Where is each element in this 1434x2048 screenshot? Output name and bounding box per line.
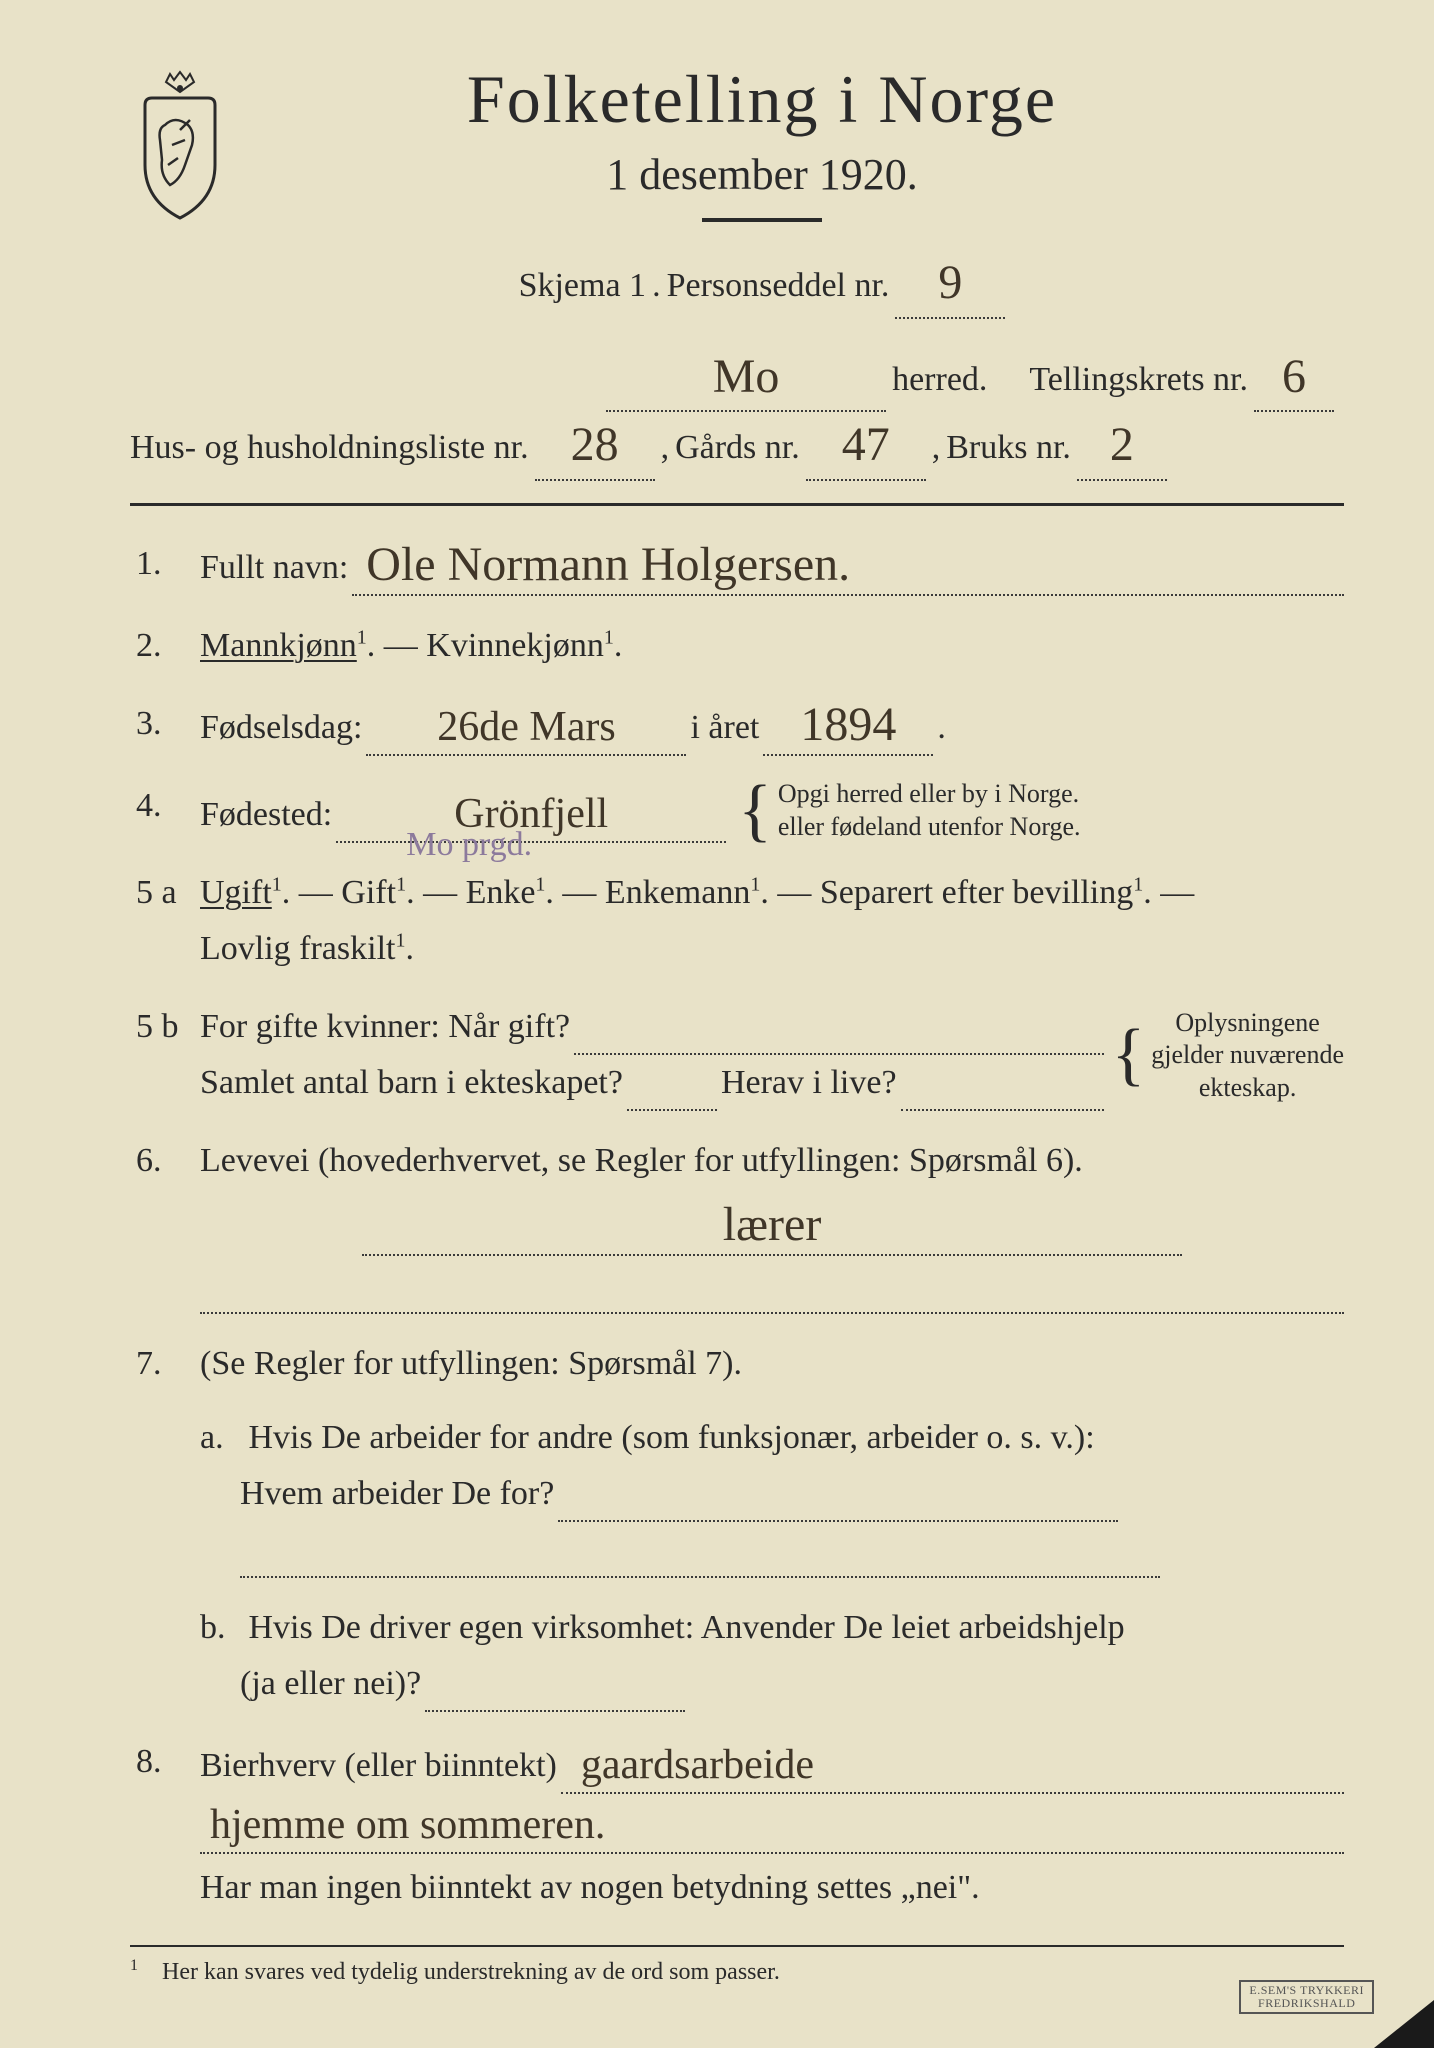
q3-label: Fødselsdag: — [200, 700, 362, 756]
brace-icon: { — [738, 783, 772, 839]
title-divider — [702, 218, 822, 222]
q3-num: 3. — [130, 696, 200, 752]
q5b-note: { Oplysningene gjelder nuværende ekteska… — [1112, 1007, 1344, 1105]
crest-container — [130, 60, 260, 225]
q5b-num: 5 b — [130, 999, 200, 1055]
main-title: Folketelling i Norge — [260, 60, 1264, 139]
header-separator — [130, 503, 1344, 506]
gards-label: Gårds nr. — [675, 416, 800, 481]
q7-num: 7. — [130, 1336, 200, 1392]
q3-row: 3. Fødselsdag: 26de Mars i året 1894. — [130, 696, 1344, 756]
q8-value2: hjemme om sommeren. — [210, 1802, 605, 1848]
printer-stamp: E.SEM'S TRYKKERI FREDRIKSHALD — [1239, 1980, 1374, 2014]
brace-icon: { — [1112, 1027, 1146, 1083]
q5a-enkemann: Enkemann — [605, 874, 750, 911]
schema-line: Skjema 1. Personseddel nr. 9 — [260, 250, 1264, 319]
q5a-separert: Separert efter bevilling — [820, 874, 1133, 911]
bruks-label: Bruks nr. — [946, 416, 1071, 481]
schema-prefix: Skjema 1 — [519, 254, 646, 319]
question-list: 1. Fullt navn: Ole Normann Holgersen. 2.… — [130, 536, 1344, 1917]
q6-row: 6. Levevei (hovederhvervet, se Regler fo… — [130, 1133, 1344, 1313]
q5b-row: 5 b For gifte kvinner: Når gift? Samlet … — [130, 999, 1344, 1111]
q7b-letter: b. — [200, 1600, 240, 1656]
q8-row: 8. Bierhverv (eller biinntekt) gaardsarb… — [130, 1734, 1344, 1916]
q4-annotation: Mo prgd. — [406, 817, 532, 873]
q1-num: 1. — [130, 536, 200, 592]
q8-value1: gaardsarbeide — [581, 1742, 814, 1788]
q2-kvinnekjonn: Kvinnekjønn — [426, 627, 604, 664]
herred-value: Mo — [713, 350, 780, 403]
q8-label: Bierhverv (eller biinntekt) — [200, 1738, 557, 1794]
hus-gards-line: Hus- og husholdningsliste nr. 28 , Gårds… — [130, 412, 1344, 481]
bruks-value: 2 — [1110, 418, 1134, 471]
document-header: Folketelling i Norge 1 desember 1920. Sk… — [130, 60, 1344, 319]
q5a-enke: Enke — [466, 874, 536, 911]
q6-num: 6. — [130, 1133, 200, 1189]
q5b-label1: For gifte kvinner: Når gift? — [200, 999, 570, 1055]
tellingskrets-value: 6 — [1282, 350, 1306, 403]
husliste-label: Hus- og husholdningsliste nr. — [130, 416, 529, 481]
title-block: Folketelling i Norge 1 desember 1920. Sk… — [260, 60, 1344, 319]
q4-note: { Opgi herred eller by i Norge. eller fø… — [738, 778, 1080, 843]
footnote: 1 Her kan svares ved tydelig understrekn… — [130, 1957, 1344, 1986]
q7b-label: Hvis De driver egen virksomhet: Anvender… — [249, 1609, 1125, 1646]
q7-row: 7. (Se Regler for utfyllingen: Spørsmål … — [130, 1336, 1344, 1713]
q7b-label2: (ja eller nei)? — [240, 1656, 421, 1712]
q6-value: lærer — [723, 1198, 822, 1251]
q8-num: 8. — [130, 1734, 200, 1790]
q4-row: 4. Fødested: Grönfjell Mo prgd. { Opgi h… — [130, 778, 1344, 843]
corner-tear-icon — [1374, 2000, 1434, 2048]
q3-year-label: i året — [690, 700, 759, 756]
q5b-label2: Samlet antal barn i ekteskapet? — [200, 1055, 623, 1111]
herred-line: Mo herred. Tellingskrets nr. 6 — [130, 344, 1344, 413]
q5a-num: 5 a — [130, 865, 200, 921]
q5a-ugift: Ugift — [200, 874, 272, 911]
q2-row: 2. Mannkjønn1. — Kvinnekjønn1. — [130, 618, 1344, 674]
tellingskrets-label: Tellingskrets nr. — [1029, 348, 1248, 413]
q7a-label2: Hvem arbeider De for? — [240, 1466, 554, 1522]
q2-num: 2. — [130, 618, 200, 674]
personseddel-nr-value: 9 — [938, 256, 962, 309]
footnote-separator — [130, 1945, 1344, 1947]
q5b-label3: Herav i live? — [721, 1055, 897, 1111]
husliste-value: 28 — [571, 418, 619, 471]
q8-tail: Har man ingen biinntekt av nogen betydni… — [200, 1869, 980, 1906]
q5a-fraskilt: Lovlig fraskilt — [200, 930, 395, 967]
schema-suffix: Personseddel nr. — [667, 254, 890, 319]
subtitle: 1 desember 1920. — [260, 149, 1264, 200]
q6-label: Levevei (hovederhvervet, se Regler for u… — [200, 1142, 1083, 1179]
q4-num: 4. — [130, 778, 200, 834]
footnote-text: Her kan svares ved tydelig understreknin… — [162, 1959, 780, 1985]
gards-value: 47 — [842, 418, 890, 471]
q7a-letter: a. — [200, 1410, 240, 1466]
q3-year-value: 1894 — [800, 698, 896, 751]
q7a-label: Hvis De arbeider for andre (som funksjon… — [249, 1419, 1095, 1456]
q5a-row: 5 a Ugift1. — Gift1. — Enke1. — Enkemann… — [130, 865, 1344, 977]
q3-day-value: 26de Mars — [437, 704, 615, 750]
q4-label: Fødested: — [200, 787, 332, 843]
q5a-gift: Gift — [341, 874, 396, 911]
q1-label: Fullt navn: — [200, 540, 348, 596]
q7-label: (Se Regler for utfyllingen: Spørsmål 7). — [200, 1345, 742, 1382]
herred-label: herred. — [892, 348, 987, 413]
norway-coat-of-arms-icon — [130, 70, 230, 220]
q2-mannkjonn: Mannkjønn — [200, 627, 357, 664]
q1-row: 1. Fullt navn: Ole Normann Holgersen. — [130, 536, 1344, 596]
q1-value: Ole Normann Holgersen. — [366, 538, 850, 591]
